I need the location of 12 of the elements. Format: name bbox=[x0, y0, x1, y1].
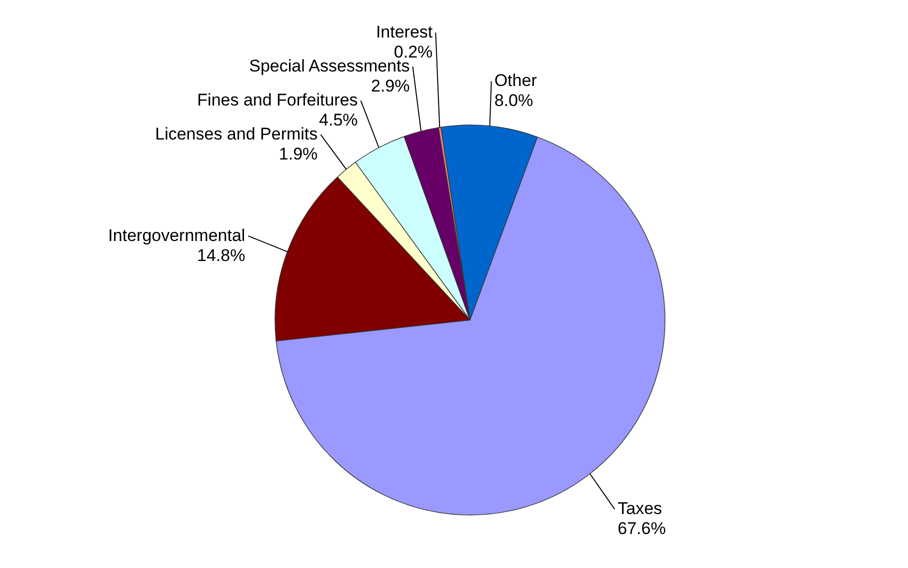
slice-label: Fines and Forfeitures bbox=[197, 90, 358, 110]
data-label: 4.5% bbox=[319, 110, 358, 130]
data-label: 8.0% bbox=[494, 91, 534, 110]
data-label: 1.9% bbox=[278, 144, 318, 164]
slice-label: Other bbox=[494, 71, 538, 90]
slice-label: Interest bbox=[376, 22, 433, 42]
slice-label: Taxes bbox=[618, 499, 662, 518]
slice-label: Intergovernmental bbox=[108, 226, 246, 245]
data-label: 14.8% bbox=[197, 246, 246, 265]
slice-label: Licenses and Permits bbox=[155, 124, 318, 144]
data-label: 67.6% bbox=[618, 519, 666, 538]
data-label: 2.9% bbox=[370, 76, 410, 96]
